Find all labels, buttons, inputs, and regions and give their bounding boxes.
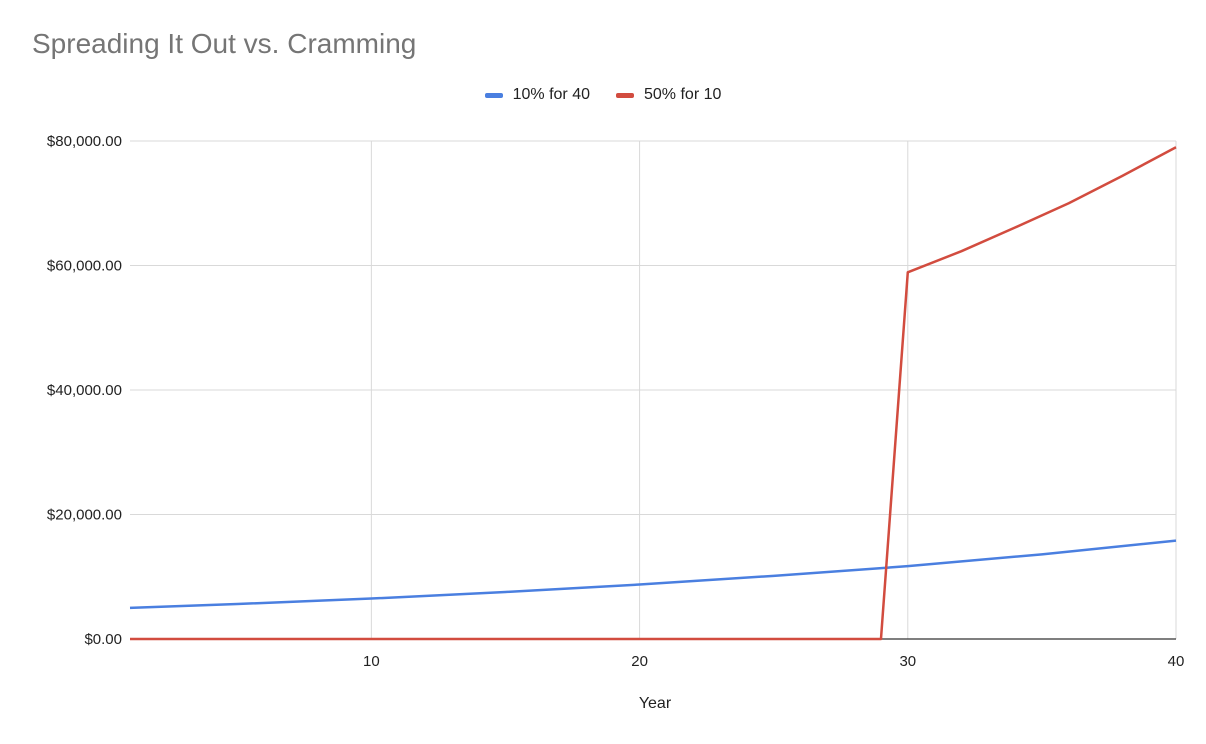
legend-item-series-1[interactable]: 10% for 40 xyxy=(484,86,590,104)
legend: 10% for 40 50% for 10 xyxy=(0,86,1206,104)
series-line-2[interactable] xyxy=(130,146,1177,641)
legend-swatch-series-1 xyxy=(484,92,503,98)
y-tick-label: $40,000.00 xyxy=(47,382,122,399)
x-axis-title: Year xyxy=(639,695,672,712)
legend-swatch-series-2 xyxy=(616,92,634,98)
y-tick-label: $0.00 xyxy=(84,631,122,648)
x-tick-label: 40 xyxy=(1168,653,1185,670)
legend-label-series-2: 50% for 10 xyxy=(644,86,722,103)
y-tick-label: $80,000.00 xyxy=(47,133,122,150)
legend-label-series-1: 10% for 40 xyxy=(512,86,590,103)
chart-title: Spreading It Out vs. Cramming xyxy=(32,28,417,59)
y-tick-label: $20,000.00 xyxy=(47,507,122,524)
y-tick-label: $60,000.00 xyxy=(47,258,122,275)
x-tick-label: 10 xyxy=(363,653,380,670)
legend-item-series-2[interactable]: 50% for 10 xyxy=(616,86,721,104)
series-line-1[interactable] xyxy=(129,539,1177,610)
x-tick-label: 20 xyxy=(631,653,648,670)
x-tick-label: 30 xyxy=(899,653,916,670)
